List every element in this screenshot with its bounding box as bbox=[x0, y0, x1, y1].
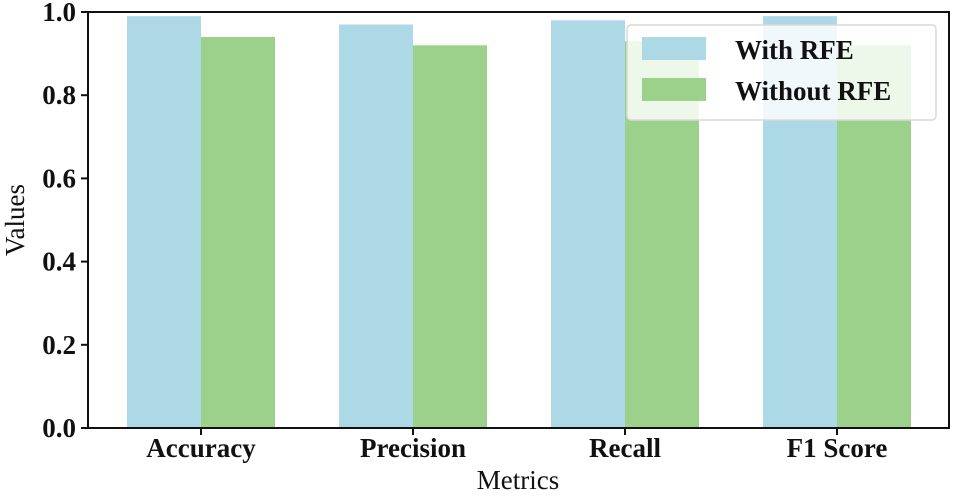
x-axis-title: Metrics bbox=[477, 465, 559, 493]
y-tick-label: 0.8 bbox=[42, 80, 76, 110]
x-tick-label: Precision bbox=[360, 433, 466, 463]
bar-with-rfe-precision bbox=[339, 24, 413, 428]
legend-label: Without RFE bbox=[735, 76, 891, 106]
legend-label: With RFE bbox=[735, 35, 854, 65]
y-axis: 0.0 0.2 0.4 0.6 0.8 1.0 bbox=[42, 0, 88, 443]
y-tick-label: 0.6 bbox=[42, 163, 76, 193]
bar-with-rfe-accuracy bbox=[127, 16, 201, 428]
bar-without-rfe-accuracy bbox=[201, 36, 275, 429]
bar-without-rfe-precision bbox=[413, 45, 487, 428]
legend-swatch bbox=[642, 78, 706, 101]
plot-frame bbox=[87, 11, 950, 429]
x-tick-label: Accuracy bbox=[146, 433, 256, 463]
bar-with-rfe-recall bbox=[551, 20, 625, 428]
y-tick-label: 0.4 bbox=[42, 247, 76, 277]
x-tick-label: Recall bbox=[589, 433, 661, 463]
legend-swatch bbox=[642, 37, 706, 60]
legend: With RFE Without RFE bbox=[626, 24, 937, 121]
x-axis: Accuracy Precision Recall F1 Score bbox=[146, 428, 887, 463]
y-axis-title: Values bbox=[0, 184, 30, 256]
y-tick-label: 1.0 bbox=[42, 0, 76, 27]
bars-layer bbox=[127, 16, 911, 429]
x-tick-label: F1 Score bbox=[787, 433, 888, 463]
y-tick-label: 0.0 bbox=[42, 413, 76, 443]
y-tick-label: 0.2 bbox=[42, 330, 76, 360]
